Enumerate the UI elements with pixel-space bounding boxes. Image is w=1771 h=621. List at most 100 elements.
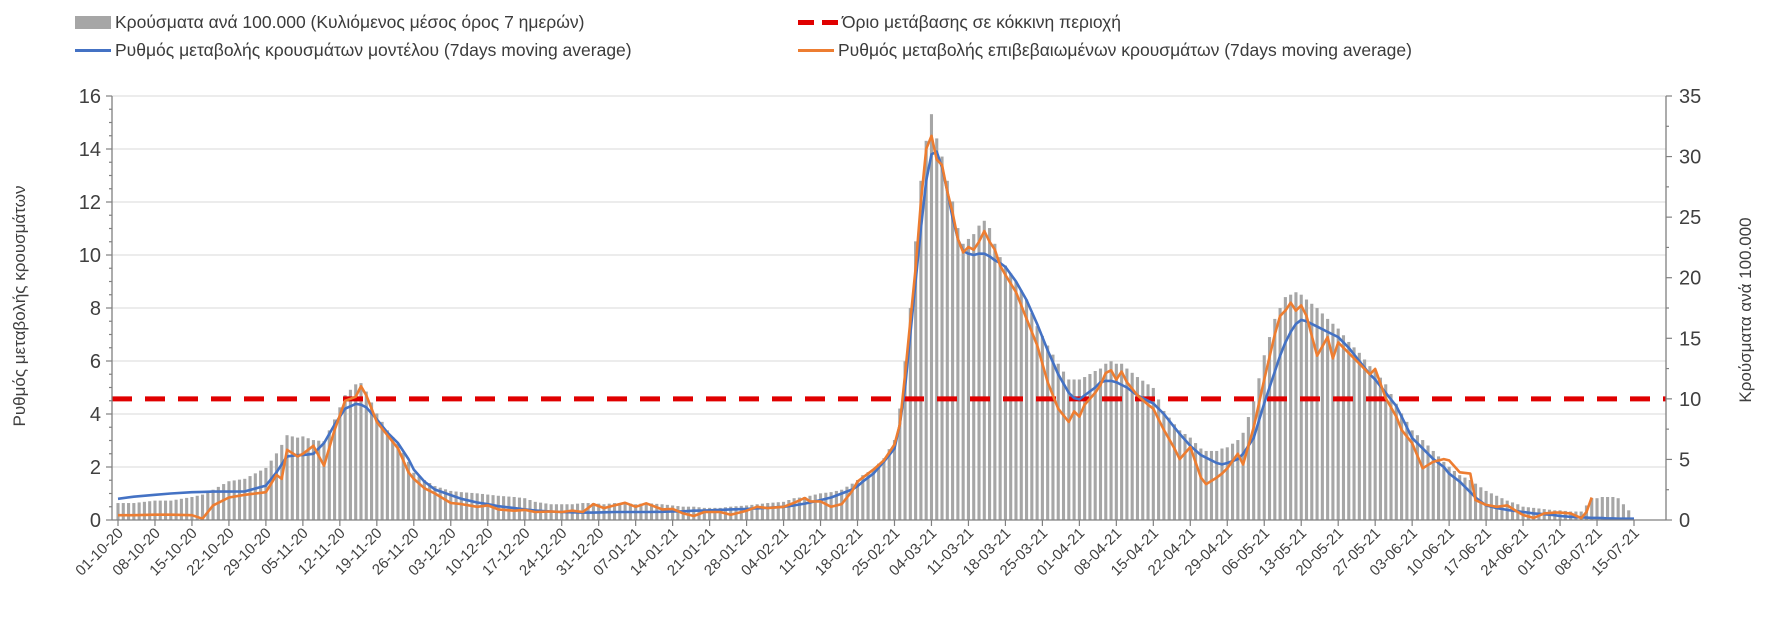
daily-bar xyxy=(200,494,205,520)
left-axis-tick-label: 2 xyxy=(90,457,101,479)
daily-bar xyxy=(243,478,247,520)
daily-bar xyxy=(914,241,918,520)
daily-bar xyxy=(1172,424,1176,520)
daily-bar xyxy=(327,430,331,520)
daily-bar xyxy=(142,501,146,520)
daily-bar xyxy=(877,463,881,520)
daily-bar xyxy=(375,413,379,520)
daily-bar xyxy=(306,438,310,520)
daily-bar xyxy=(343,395,347,520)
daily-bar xyxy=(1606,496,1610,520)
daily-bar xyxy=(808,495,812,520)
daily-bar xyxy=(940,156,944,521)
daily-bar xyxy=(1394,403,1398,520)
left-axis-tick-label: 16 xyxy=(79,86,101,108)
daily-bar xyxy=(961,243,965,520)
daily-bar xyxy=(1215,450,1219,520)
daily-bar xyxy=(972,234,976,521)
daily-bar xyxy=(1178,430,1182,520)
daily-bar xyxy=(1458,475,1462,520)
legend-label-cases-bars: Κρούσματα ανά 100.000 (Κυλιόμενος μέσος … xyxy=(115,12,585,32)
daily-bar xyxy=(1384,384,1388,520)
rate-lines xyxy=(117,134,1634,520)
daily-bar xyxy=(253,473,257,520)
daily-bar xyxy=(248,476,252,520)
daily-bar xyxy=(121,503,125,520)
daily-bar xyxy=(127,503,131,520)
daily-bar xyxy=(1035,326,1039,520)
daily-bar xyxy=(438,487,442,520)
daily-bar xyxy=(1611,496,1615,520)
daily-bar xyxy=(190,496,194,520)
daily-bar xyxy=(406,461,411,520)
daily-bar xyxy=(818,493,823,520)
daily-bar xyxy=(803,496,807,520)
left-axis-tick-label: 6 xyxy=(90,351,101,373)
daily-bar xyxy=(1151,387,1155,520)
daily-bar xyxy=(882,458,886,520)
daily-bar xyxy=(116,503,120,520)
left-axis-tick-label: 0 xyxy=(90,510,101,532)
orange-line-swatch-icon xyxy=(798,49,834,52)
daily-bar xyxy=(1426,445,1430,520)
daily-bar xyxy=(760,503,764,520)
daily-bar xyxy=(1072,379,1076,520)
blue-line-swatch-icon xyxy=(75,49,111,52)
daily-bar xyxy=(301,436,305,520)
daily-bar xyxy=(1378,377,1383,520)
daily-bar xyxy=(412,472,416,520)
right-axis-tick-label: 15 xyxy=(1679,328,1701,350)
daily-bar xyxy=(1415,435,1419,520)
daily-bar xyxy=(169,500,173,520)
daily-bar xyxy=(1336,328,1340,520)
daily-bar xyxy=(898,408,902,520)
daily-bar xyxy=(1024,299,1029,520)
daily-bar xyxy=(259,470,263,520)
daily-bar xyxy=(824,492,828,520)
daily-bar xyxy=(1326,318,1330,520)
daily-bar xyxy=(1236,440,1240,520)
daily-bar xyxy=(185,497,189,520)
daily-bar xyxy=(1162,410,1166,520)
left-axis-tick-label: 12 xyxy=(79,192,101,214)
daily-bar xyxy=(797,497,801,520)
daily-bar xyxy=(686,506,691,520)
daily-bar xyxy=(1120,363,1124,520)
legend-item-confirmed-line: Ρυθμός μεταβολής επιβεβαιωμένων κρουσμάτ… xyxy=(798,40,1412,61)
daily-bar xyxy=(311,440,315,520)
daily-bar xyxy=(1030,312,1034,520)
daily-bar xyxy=(158,500,162,520)
daily-bar xyxy=(1299,294,1303,520)
daily-bar xyxy=(1468,480,1472,520)
right-axis-title: Κρούσματα ανά 100.000 xyxy=(1736,217,1755,403)
daily-bar xyxy=(1019,290,1023,520)
right-axis-tick-label: 35 xyxy=(1679,86,1701,108)
daily-bar xyxy=(755,504,759,520)
daily-bar xyxy=(428,483,432,520)
daily-bar xyxy=(1368,366,1372,520)
cases-bars-series xyxy=(116,114,1631,521)
daily-bar xyxy=(924,140,928,520)
daily-bar xyxy=(1104,363,1108,520)
daily-bar xyxy=(935,138,939,520)
daily-bar xyxy=(845,486,849,520)
daily-bar xyxy=(195,495,199,520)
daily-bar xyxy=(1373,370,1377,520)
daily-bar xyxy=(153,500,157,520)
daily-bar xyxy=(148,501,152,520)
daily-bar xyxy=(232,480,236,520)
daily-bar xyxy=(422,480,426,520)
daily-bar xyxy=(1442,461,1446,520)
daily-bar xyxy=(766,503,770,520)
daily-bar xyxy=(1077,379,1081,520)
daily-bar xyxy=(1315,308,1319,520)
daily-bar xyxy=(866,472,870,520)
daily-bar xyxy=(132,503,136,520)
daily-bar xyxy=(861,475,865,520)
daily-bar xyxy=(919,180,923,521)
daily-bar xyxy=(729,506,733,520)
daily-bar xyxy=(1421,440,1425,520)
daily-bar xyxy=(951,201,955,520)
daily-bar xyxy=(1447,466,1451,520)
